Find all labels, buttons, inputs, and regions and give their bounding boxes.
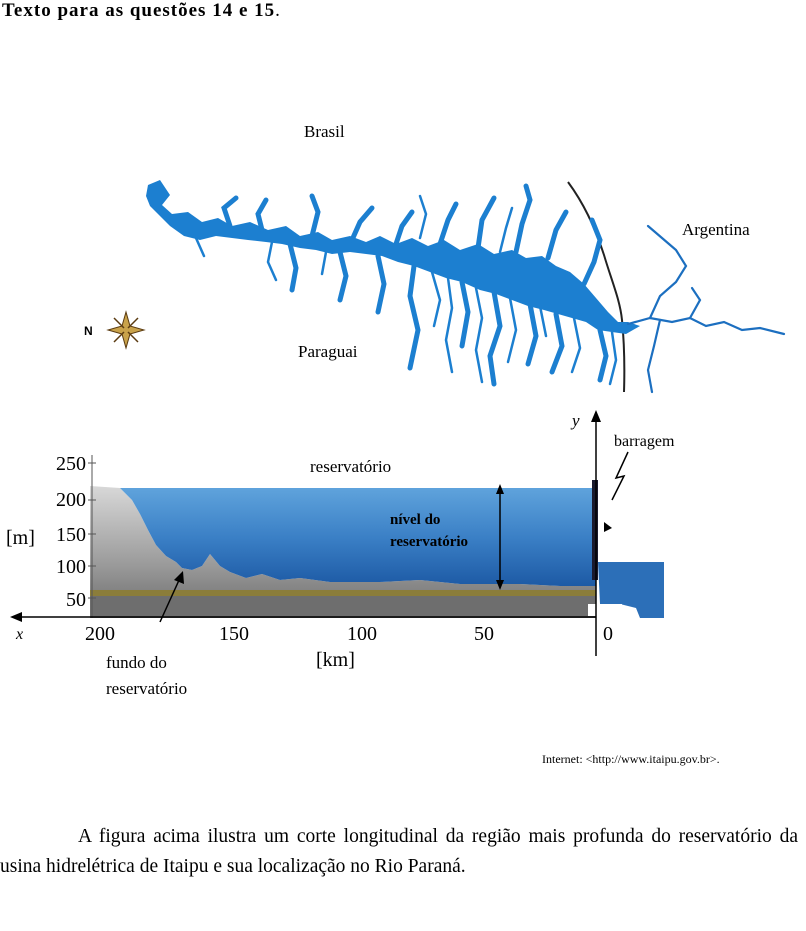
y-axis-name: y	[570, 411, 580, 430]
x-axis-name: x	[15, 626, 23, 643]
label-reservatorio: reservatório	[310, 457, 391, 476]
label-nivel-line2: reservatório	[390, 534, 468, 550]
y-tick-150: 150	[56, 524, 86, 546]
y-tick-250: 250	[56, 453, 86, 475]
x-tick-50: 50	[474, 623, 494, 645]
body-paragraph: A figura acima ilustra um corte longitud…	[0, 822, 798, 882]
itaipu-figure: N Brasil Argentina Paraguai 250 200	[6, 122, 786, 698]
terrain	[90, 486, 596, 618]
label-barragem: barragem	[614, 433, 675, 450]
label-nivel-line1: nível do	[390, 512, 440, 528]
reservoir-map: N Brasil Argentina Paraguai	[84, 122, 786, 394]
source-citation: Internet: <http://www.itaipu.gov.br>.	[542, 752, 720, 766]
y-tick-50: 50	[66, 589, 86, 611]
reservoir-water	[146, 180, 640, 334]
x-tick-150: 150	[219, 623, 249, 645]
heading-text: Texto para as questões 14 e 15	[2, 0, 276, 21]
barragem-pointer	[611, 451, 629, 501]
y-tick-200: 200	[56, 489, 86, 511]
border-line	[567, 181, 626, 393]
map-label-paraguai: Paraguai	[298, 342, 358, 361]
label-fundo-line2: reservatório	[106, 679, 187, 698]
x-tick-100: 100	[347, 623, 377, 645]
x-tick-200: 200	[85, 623, 115, 645]
heading-suffix: .	[275, 0, 281, 21]
y-tick-100: 100	[56, 556, 86, 578]
map-label-argentina: Argentina	[682, 220, 750, 239]
y-axis-arrowhead	[591, 410, 601, 422]
y-axis-unit: [m]	[6, 527, 35, 549]
sediment-band	[90, 590, 596, 596]
x-axis-unit: [km]	[316, 649, 355, 671]
x-axis-arrowhead	[10, 612, 22, 622]
riverbed	[90, 596, 596, 618]
label-fundo-line1: fundo do	[106, 653, 167, 672]
x-tick-0: 0	[603, 623, 613, 645]
paragraph-text: A figura acima ilustra um corte longitud…	[0, 826, 798, 877]
compass-rose: N	[84, 310, 146, 350]
reservoir-section-water	[120, 488, 596, 586]
longitudinal-profile: 250 200 150 100 50 [m] x 200 150 100 50 …	[6, 410, 675, 698]
dam	[592, 480, 598, 580]
map-label-brasil: Brasil	[304, 122, 345, 141]
compass-north-label: N	[84, 324, 93, 338]
fundo-pointer	[159, 577, 181, 623]
section-heading: Texto para as questões 14 e 15.	[2, 0, 281, 22]
